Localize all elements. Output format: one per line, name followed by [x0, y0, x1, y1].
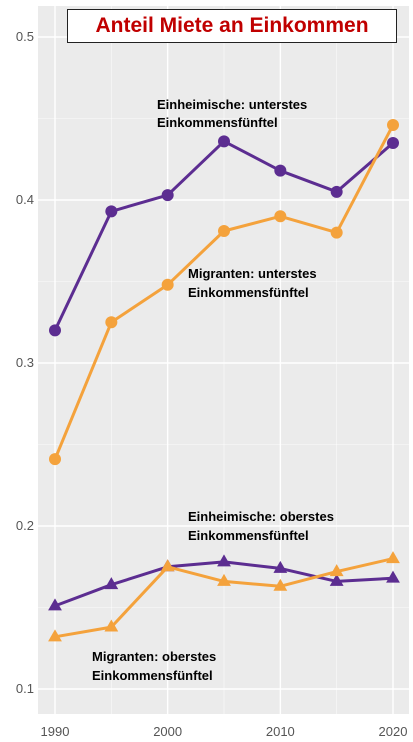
data-point	[274, 164, 287, 177]
data-point	[217, 573, 231, 586]
data-point	[386, 551, 400, 564]
data-point	[48, 598, 62, 611]
x-tick-label: 1990	[41, 724, 70, 739]
series-layer	[48, 119, 400, 642]
data-point	[329, 564, 344, 577]
annotation-native-lowest-line2: Einkommensfünftel	[157, 115, 278, 130]
x-tick-label: 2010	[266, 724, 295, 739]
data-point	[104, 577, 119, 590]
annotation-native-lowest-line1: Einheimische: unterstes	[157, 97, 307, 112]
annotation-migrant-lowest-line1: Migranten: unterstes	[188, 266, 317, 281]
data-point	[161, 189, 174, 202]
data-point	[217, 554, 231, 567]
annotation-migrant-highest-line2: Einkommensfünftel	[92, 668, 213, 683]
data-point	[49, 324, 61, 337]
data-point	[105, 205, 118, 218]
y-tick-label: 0.2	[16, 518, 34, 533]
annotation-native-highest-line2: Einkommensfünftel	[188, 528, 309, 543]
data-point	[105, 316, 118, 329]
y-tick-label: 0.5	[16, 29, 34, 44]
data-point	[387, 119, 399, 132]
data-point	[49, 453, 61, 466]
data-point	[330, 185, 343, 198]
y-tick-label: 0.3	[16, 355, 34, 370]
data-point	[273, 560, 288, 573]
series-0	[49, 135, 399, 337]
annotation-migrant-highest-line1: Migranten: oberstes	[92, 649, 216, 664]
series-1	[49, 119, 399, 466]
annotation-migrant-lowest-line2: Einkommensfünftel	[188, 285, 309, 300]
x-tick-label: 2000	[153, 724, 182, 739]
y-tick-label: 0.4	[16, 192, 34, 207]
data-point	[48, 629, 62, 642]
chart-title: Anteil Miete an Einkommen	[95, 14, 369, 37]
chart-title-box: Anteil Miete an Einkommen	[67, 9, 397, 43]
plot-panel	[38, 6, 409, 714]
series-3	[48, 551, 400, 642]
annotations: Einheimische: unterstes Einkommensfünfte…	[92, 97, 334, 683]
data-point	[218, 135, 230, 148]
data-point	[160, 559, 175, 572]
data-point	[330, 226, 343, 239]
data-point	[329, 573, 344, 586]
annotation-native-highest-line1: Einheimische: oberstes	[188, 509, 334, 524]
y-tick-label: 0.1	[16, 681, 34, 696]
data-point	[218, 224, 230, 237]
x-tick-label: 2020	[379, 724, 408, 739]
data-point	[104, 619, 119, 632]
tick-labels: 0.1 0.2 0.3 0.4 0.5 1990 2000 2010 2020	[16, 29, 408, 739]
data-point	[387, 136, 399, 149]
data-point	[274, 210, 287, 223]
data-point	[273, 578, 288, 591]
data-point	[161, 278, 174, 291]
data-point	[386, 570, 400, 583]
